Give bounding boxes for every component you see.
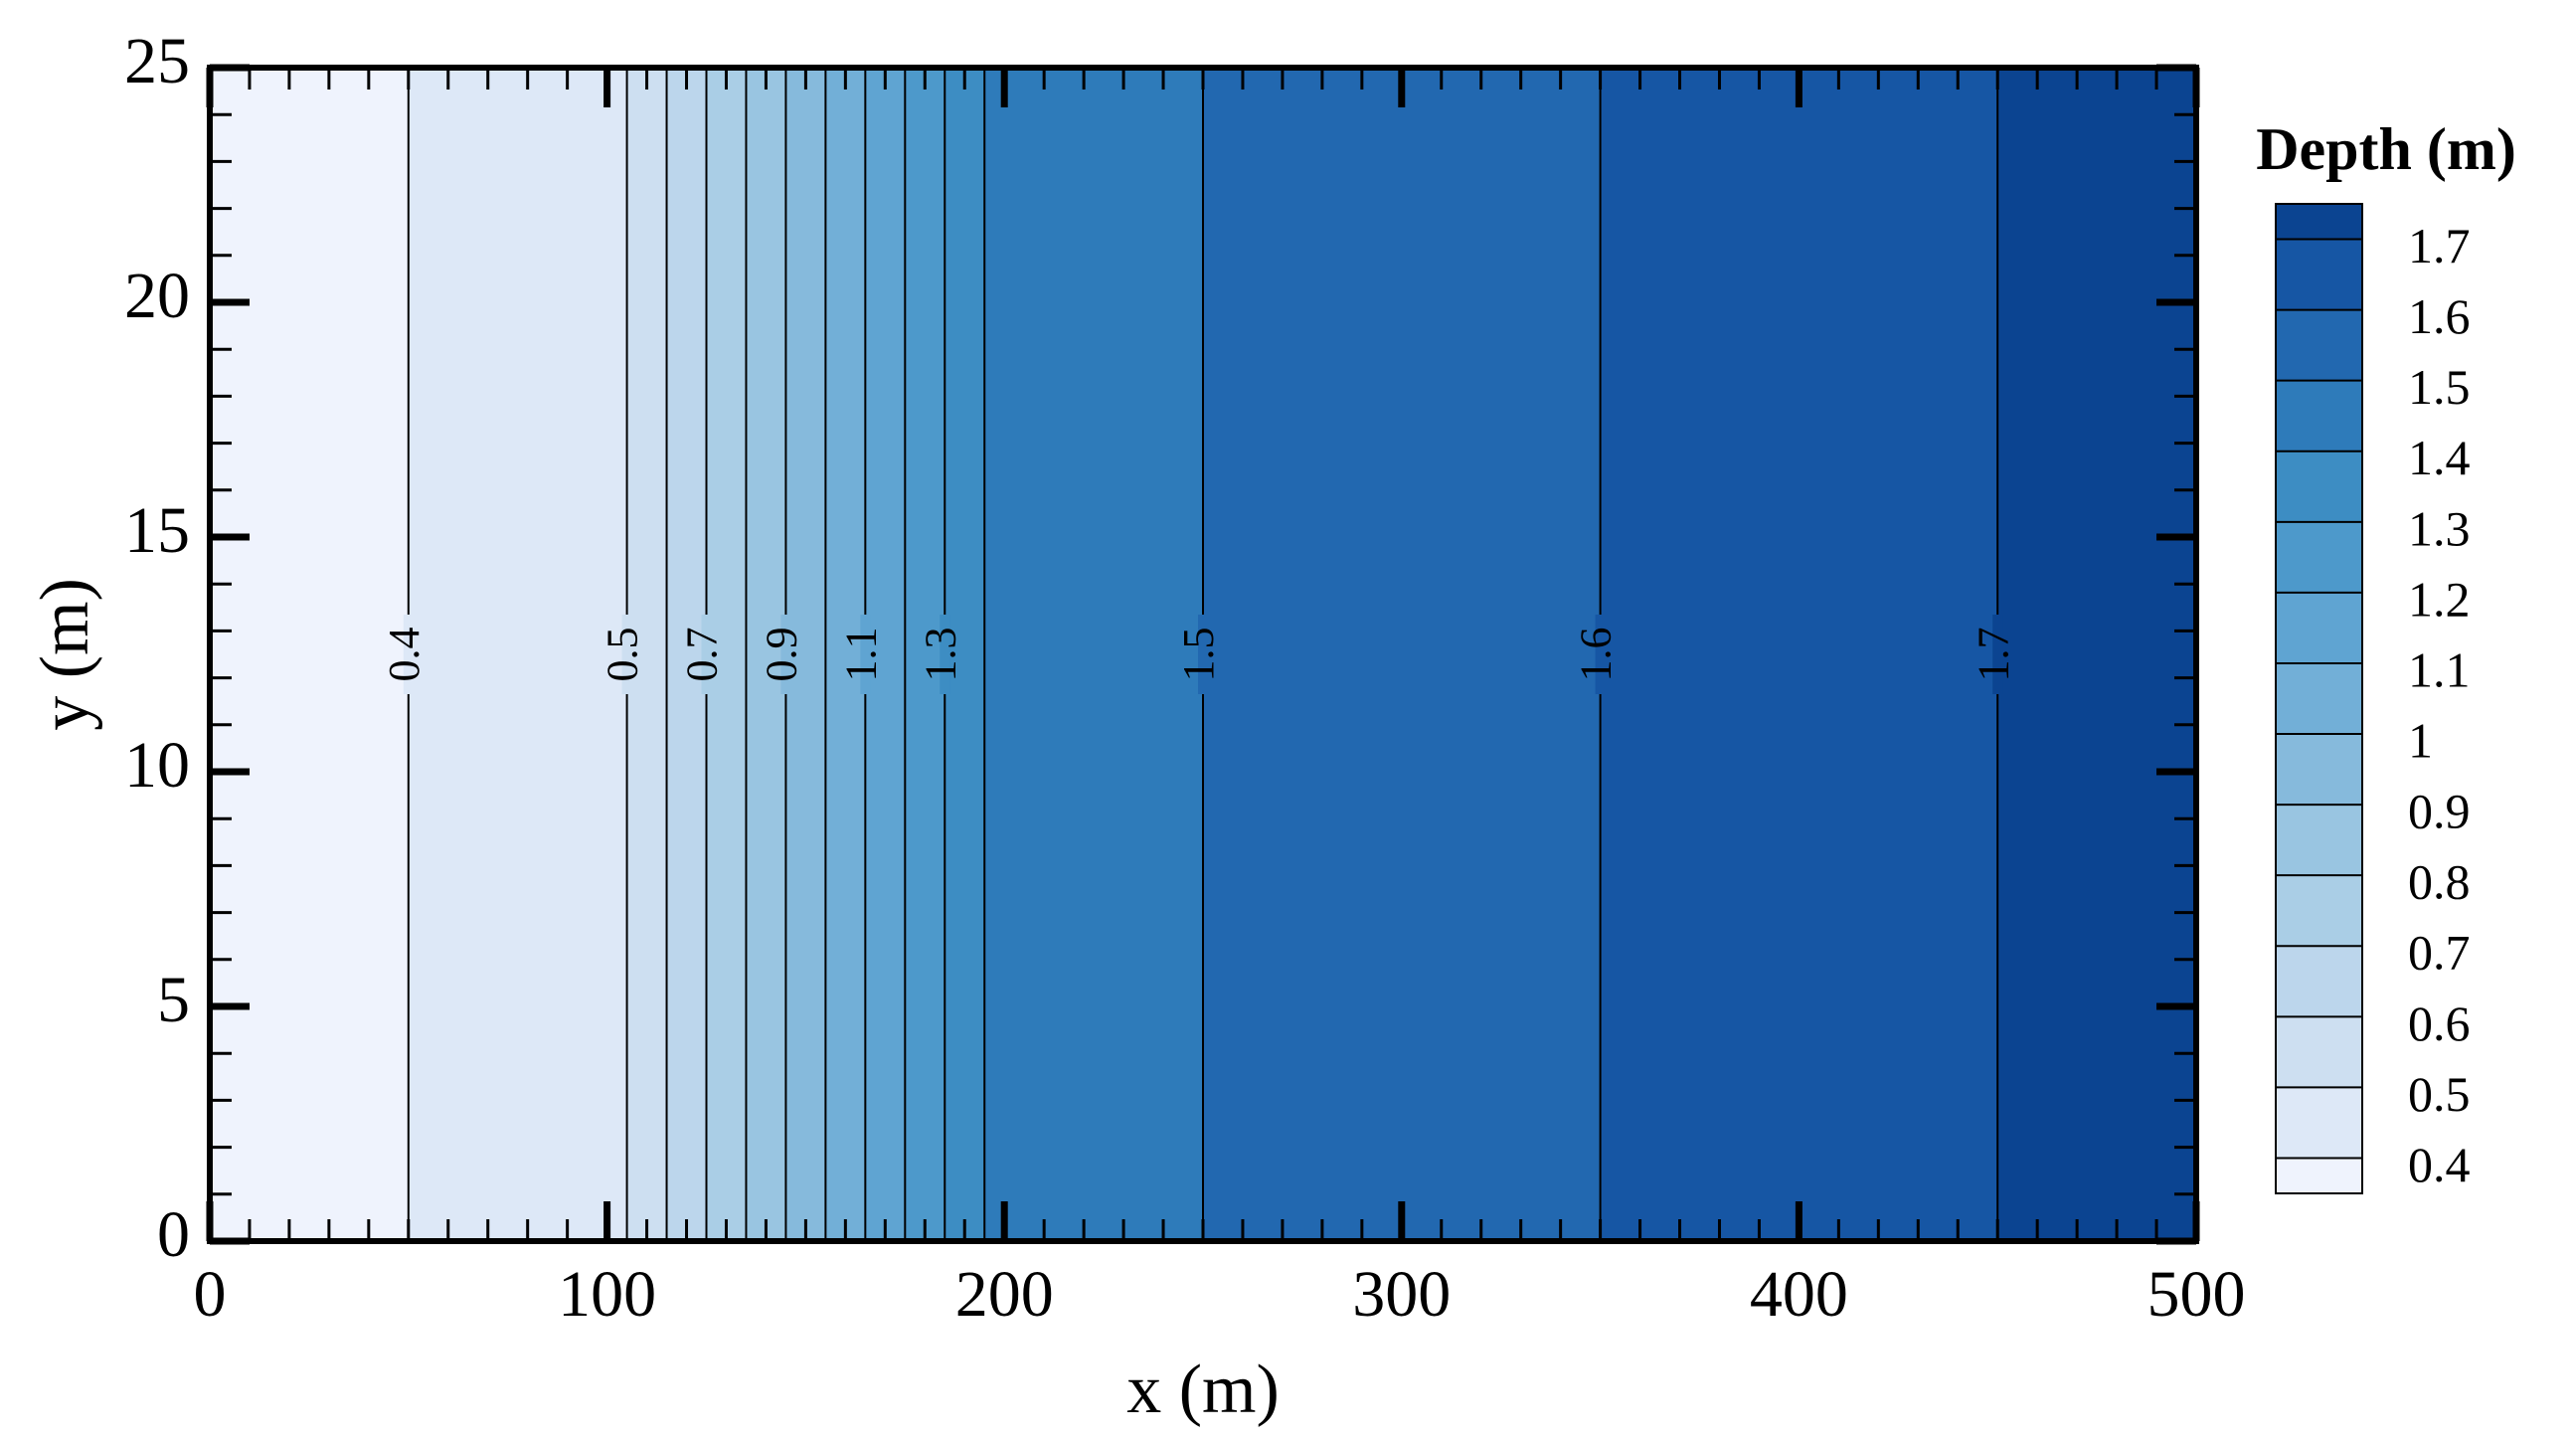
colorbar-box xyxy=(2276,521,2362,593)
colorbar-tick-label: 1.5 xyxy=(2408,359,2471,415)
contour-band xyxy=(1997,68,2196,1241)
y-tick-label: 25 xyxy=(124,25,190,97)
colorbar-box xyxy=(2276,451,2362,522)
colorbar-tick-label: 0.7 xyxy=(2408,925,2471,981)
colorbar-box xyxy=(2276,239,2362,310)
contour-label-gap xyxy=(1198,615,1208,694)
colorbar-box xyxy=(2276,1016,2362,1088)
colorbar-box xyxy=(2276,805,2362,876)
colorbar-box xyxy=(2276,592,2362,663)
y-tick-label: 0 xyxy=(157,1198,190,1271)
colorbar-tick-label: 1.2 xyxy=(2408,571,2471,627)
y-tick-label: 15 xyxy=(124,494,190,567)
plot-area: 0.4 0.5 0.7 0.9 1.1 1.3 1.5 1.6 1.7 xyxy=(210,68,2196,1241)
contour-label: 1.3 xyxy=(916,628,964,682)
contour-band xyxy=(785,68,826,1241)
contour-label: 1.6 xyxy=(1572,628,1621,682)
colorbar-tick-label: 0.4 xyxy=(2408,1137,2471,1192)
contour-label-gap xyxy=(1595,615,1606,694)
colorbar-tick-label: 1.3 xyxy=(2408,500,2471,556)
colorbar-box xyxy=(2276,662,2362,735)
x-axis-label: x (m) xyxy=(1126,1352,1280,1428)
contour-label-gap xyxy=(621,615,632,694)
colorbar-box xyxy=(2276,204,2362,240)
contour-band xyxy=(865,68,906,1241)
colorbar-box xyxy=(2276,734,2362,806)
contour-label: 1.5 xyxy=(1174,628,1223,682)
colorbar-box xyxy=(2276,875,2362,947)
y-tick-label: 20 xyxy=(124,260,190,332)
colorbar-box xyxy=(2276,1158,2362,1193)
x-tick-label: 100 xyxy=(558,1258,656,1331)
contour-label-gap xyxy=(940,615,950,694)
colorbar-title: Depth (m) xyxy=(2256,116,2516,182)
x-tick-label: 0 xyxy=(194,1258,227,1331)
contour-band xyxy=(408,68,627,1241)
contour-label-gap xyxy=(780,615,791,694)
contour-band xyxy=(945,68,985,1241)
contour-label: 0.7 xyxy=(678,628,727,682)
y-axis-label: y (m) xyxy=(27,578,103,731)
contour-band xyxy=(210,68,409,1241)
x-tick-label: 200 xyxy=(955,1258,1054,1331)
colorbar-tick-label: 0.9 xyxy=(2408,784,2471,839)
contour-label: 0.5 xyxy=(599,628,647,682)
colorbar-box xyxy=(2276,380,2362,451)
colorbar-box xyxy=(2276,946,2362,1017)
y-tick-label: 5 xyxy=(157,964,190,1036)
contour-band xyxy=(1203,68,1601,1241)
y-tick-label: 10 xyxy=(124,729,190,802)
colorbar-tick-label: 1.1 xyxy=(2408,641,2471,697)
colorbar-tick-label: 0.5 xyxy=(2408,1066,2471,1122)
colorbar-tick-label: 0.8 xyxy=(2408,854,2471,910)
contour-band xyxy=(984,68,1203,1241)
contour-label-gap xyxy=(701,615,712,694)
contour-label: 1.7 xyxy=(1969,628,2017,682)
colorbar-tick-label: 1.6 xyxy=(2408,288,2471,344)
contour-label: 0.9 xyxy=(758,628,806,682)
contour-band xyxy=(666,68,707,1241)
contour-band xyxy=(706,68,747,1241)
colorbar-frame xyxy=(2275,203,2363,1194)
colorbar-tick-label: 1.4 xyxy=(2408,430,2471,485)
contour-band xyxy=(825,68,866,1241)
colorbar-tick-label: 1.7 xyxy=(2408,218,2471,273)
x-tick-label: 500 xyxy=(2147,1258,2246,1331)
colorbar-tick-label: 0.6 xyxy=(2408,995,2471,1051)
x-tick-label: 400 xyxy=(1750,1258,1848,1331)
contour-band xyxy=(626,68,667,1241)
contour-band xyxy=(905,68,945,1241)
colorbar-box xyxy=(2276,309,2362,381)
contour-label: 0.4 xyxy=(380,628,429,682)
contour-label-gap xyxy=(403,615,414,694)
contour-label-gap xyxy=(1992,615,2003,694)
contour-label: 1.1 xyxy=(836,628,885,682)
x-tick-label: 300 xyxy=(1352,1258,1451,1331)
colorbar-box xyxy=(2276,1087,2362,1159)
contour-band xyxy=(1600,68,1998,1241)
contour-band xyxy=(746,68,786,1241)
contour-label-gap xyxy=(860,615,871,694)
colorbar-tick-label: 1 xyxy=(2408,713,2433,769)
